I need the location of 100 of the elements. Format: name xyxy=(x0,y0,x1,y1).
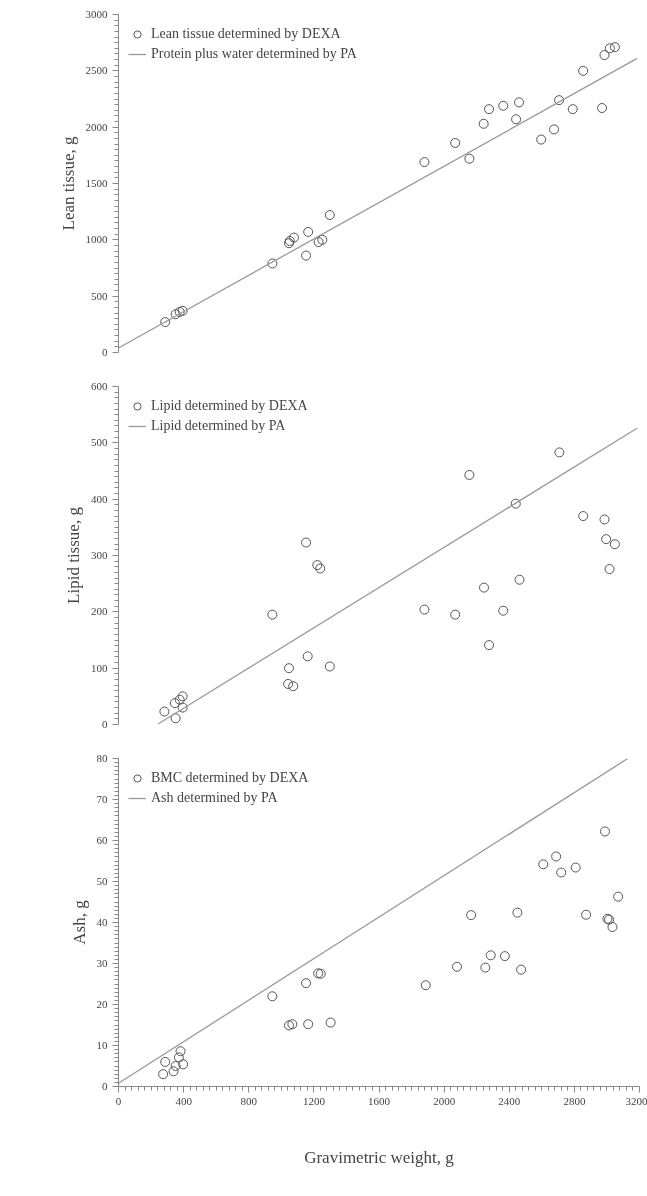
point xyxy=(567,104,578,115)
point xyxy=(159,706,170,717)
point xyxy=(313,237,324,248)
point xyxy=(160,1056,171,1067)
y-tick-label: 600 xyxy=(91,380,108,392)
point xyxy=(325,1017,336,1028)
point xyxy=(301,978,312,989)
y-tick-label: 2500 xyxy=(85,64,108,77)
point xyxy=(597,103,608,113)
point xyxy=(173,1052,184,1063)
y-tick-label: 200 xyxy=(91,605,108,618)
point xyxy=(170,1061,181,1071)
point xyxy=(484,640,495,651)
y-tick-label: 300 xyxy=(91,549,108,561)
point xyxy=(302,651,313,662)
point xyxy=(607,922,618,932)
point xyxy=(420,980,431,991)
point xyxy=(510,498,521,509)
point xyxy=(175,1046,186,1057)
legend-label: Ash determined by PA xyxy=(151,790,278,806)
legend-label: Lipid determined by PA xyxy=(151,418,286,434)
y-tick-label: 30 xyxy=(96,957,108,969)
y-tick-label: 1500 xyxy=(85,177,108,189)
y-tick-label: 500 xyxy=(91,289,108,302)
point xyxy=(301,250,312,261)
y-tick-label: 60 xyxy=(96,834,108,846)
y-tick-label: 2000 xyxy=(85,120,108,133)
point xyxy=(287,1019,298,1030)
x-tick-label: 2800 xyxy=(563,1094,586,1107)
y-tick-label: 50 xyxy=(96,875,108,887)
point xyxy=(289,232,300,243)
point xyxy=(498,100,509,111)
legend-label: Protein plus water determined by PA xyxy=(151,46,357,62)
point xyxy=(609,539,620,550)
point xyxy=(288,681,299,692)
point xyxy=(464,153,475,164)
point xyxy=(554,447,565,458)
y-tick-label: 400 xyxy=(91,492,108,505)
point xyxy=(599,50,610,61)
point xyxy=(536,134,547,145)
x-tick-label: 3200 xyxy=(625,1094,647,1107)
point xyxy=(169,698,180,709)
point xyxy=(158,1069,169,1080)
point xyxy=(479,582,490,593)
point xyxy=(177,702,188,713)
y-tick-label: 0 xyxy=(102,346,108,358)
point xyxy=(301,537,312,548)
x-tick-label: 400 xyxy=(175,1094,193,1107)
point xyxy=(499,951,510,962)
y-tick-label: 70 xyxy=(96,793,108,805)
point xyxy=(464,469,475,480)
point xyxy=(570,862,581,873)
legend-label: BMC determined by DEXA xyxy=(151,770,309,786)
point xyxy=(516,964,527,975)
y-axis-title: Lipid tissue, g xyxy=(64,506,83,604)
point xyxy=(609,42,620,53)
point xyxy=(419,157,430,168)
y-tick-label: 500 xyxy=(91,436,108,449)
x-tick-label: 1200 xyxy=(302,1094,326,1107)
point xyxy=(283,1020,294,1031)
point xyxy=(480,962,491,973)
y-tick-label: 0 xyxy=(102,1080,108,1092)
y-tick-label: 40 xyxy=(96,916,108,928)
y-tick-label: 1000 xyxy=(85,233,108,246)
point xyxy=(168,1066,179,1077)
point xyxy=(514,574,525,585)
point xyxy=(549,124,560,135)
point xyxy=(578,511,589,522)
point xyxy=(511,114,522,125)
point xyxy=(450,137,461,148)
point xyxy=(267,258,278,269)
x-axis-title: Gravimetric weight, g xyxy=(304,1147,455,1167)
x-tick-label: 800 xyxy=(240,1094,258,1107)
point xyxy=(485,950,496,961)
point xyxy=(556,867,567,878)
point xyxy=(578,65,589,76)
point xyxy=(599,826,610,837)
x-tick-label: 1600 xyxy=(368,1094,391,1107)
point xyxy=(604,43,615,54)
x-tick-label: 0 xyxy=(115,1094,122,1107)
point xyxy=(283,678,294,689)
point xyxy=(581,909,592,920)
y-axis-title: Ash, g xyxy=(69,899,89,945)
point xyxy=(538,859,549,870)
point xyxy=(551,851,562,862)
point xyxy=(484,104,495,115)
point xyxy=(601,534,612,545)
point xyxy=(613,891,624,902)
point xyxy=(604,564,615,575)
y-tick-label: 3000 xyxy=(85,8,108,20)
point xyxy=(178,1059,189,1070)
point xyxy=(267,991,278,1002)
x-tick-label: 2000 xyxy=(433,1094,456,1107)
point xyxy=(419,604,430,615)
point xyxy=(303,226,314,237)
y-tick-label: 20 xyxy=(96,998,108,1010)
legend-label: Lipid determined by DEXA xyxy=(151,398,308,414)
point xyxy=(466,910,477,921)
point xyxy=(554,95,565,106)
point xyxy=(170,309,181,320)
